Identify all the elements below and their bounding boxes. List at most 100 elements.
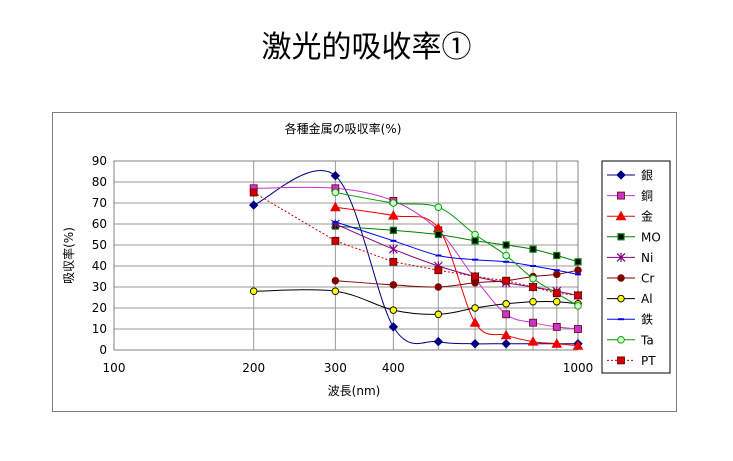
legend-item: PT xyxy=(607,354,656,368)
series-marker xyxy=(469,317,481,327)
series-marker xyxy=(434,203,443,211)
series-8 xyxy=(331,188,582,310)
plot-area xyxy=(113,160,579,351)
series-marker xyxy=(552,289,561,298)
page-title: 激光的吸收率① xyxy=(261,30,472,65)
legend-label: 金 xyxy=(641,209,653,224)
legend-label: PT xyxy=(641,354,656,368)
series-marker xyxy=(574,266,582,274)
series-line xyxy=(253,169,578,345)
series-marker xyxy=(501,338,511,349)
series-marker xyxy=(502,276,511,285)
x-tick-label: 400 xyxy=(382,361,405,375)
series-marker xyxy=(529,274,537,283)
legend-item: Al xyxy=(607,292,653,306)
series-marker xyxy=(617,191,625,200)
series-marker xyxy=(617,233,625,241)
y-axis-label: 吸収率(%) xyxy=(61,227,76,284)
legend-label: 鉄 xyxy=(641,312,653,327)
chart-title: 各種金属の吸収率(%) xyxy=(285,121,402,136)
series-9 xyxy=(249,188,582,300)
legend-box xyxy=(601,160,671,374)
series-7 xyxy=(332,220,581,276)
series-marker xyxy=(553,251,561,260)
legend-item: 鉄 xyxy=(607,312,653,327)
series-line xyxy=(335,225,579,263)
series-4 xyxy=(330,219,583,300)
series-2 xyxy=(330,201,584,350)
series-marker xyxy=(553,270,561,279)
series-marker xyxy=(331,236,340,245)
series-marker xyxy=(434,230,442,239)
y-tick-label: 60 xyxy=(92,217,107,231)
series-marker xyxy=(500,329,512,340)
series-marker xyxy=(470,338,480,349)
series-marker xyxy=(389,306,398,314)
legend-item: MO xyxy=(607,230,661,244)
chart-frame: 各種金属の吸収率(%) 0 10 20 30 40 50 60 70 80 90 100 200 30… xyxy=(52,112,677,412)
y-tick-label: 0 xyxy=(99,343,107,357)
series-marker xyxy=(389,226,397,234)
y-tick-label: 50 xyxy=(92,238,107,252)
legend-item: 金 xyxy=(607,209,653,224)
series-marker xyxy=(471,272,479,281)
series-marker xyxy=(388,210,399,220)
series-marker xyxy=(551,338,563,348)
series-marker xyxy=(616,252,626,262)
series-6 xyxy=(249,287,582,319)
legend-item: 銀 xyxy=(607,169,653,183)
legend-label: Al xyxy=(641,292,653,306)
series-marker xyxy=(331,188,340,197)
series-marker xyxy=(248,200,259,210)
x-tick-label: 100 xyxy=(103,361,126,375)
legend-label: Ta xyxy=(640,333,654,347)
series-marker xyxy=(331,276,340,285)
y-tick-label: 30 xyxy=(92,280,107,294)
series-marker xyxy=(389,199,398,207)
series-marker xyxy=(529,283,537,291)
y-tick-label: 20 xyxy=(92,301,107,315)
series-marker xyxy=(388,322,399,332)
series-marker xyxy=(388,244,398,254)
series-marker xyxy=(471,237,479,245)
series-line xyxy=(335,206,579,347)
series-marker xyxy=(434,266,443,275)
series-layer xyxy=(248,169,584,350)
chart-svg: 各種金属の吸収率(%) 0 10 20 30 40 50 60 70 80 90 100 200 30… xyxy=(61,121,671,398)
series-marker xyxy=(249,188,258,197)
series-marker xyxy=(529,318,537,327)
legend-label: 銅 xyxy=(641,189,653,203)
series-marker xyxy=(249,287,258,295)
x-tick-label: 200 xyxy=(242,361,265,375)
legend-item: Ta xyxy=(607,333,654,347)
series-marker xyxy=(616,170,626,180)
series-line xyxy=(253,192,579,296)
legend-label: MO xyxy=(641,230,661,244)
series-marker xyxy=(331,287,340,295)
series-marker xyxy=(434,310,443,319)
series-marker xyxy=(502,310,511,319)
legend-item: 銅 xyxy=(607,189,653,203)
series-marker xyxy=(433,336,444,347)
x-tick-label: 1000 xyxy=(563,361,594,375)
series-marker xyxy=(330,170,341,181)
series-marker xyxy=(615,210,627,221)
series-marker xyxy=(617,294,625,303)
series-marker xyxy=(574,291,582,300)
y-axis: 0 10 20 30 40 50 60 70 80 90 xyxy=(92,154,107,357)
y-tick-label: 80 xyxy=(92,175,107,189)
y-tick-label: 70 xyxy=(92,196,107,210)
series-marker xyxy=(502,251,510,260)
y-tick-label: 10 xyxy=(92,322,107,336)
y-tick-label: 40 xyxy=(92,259,107,273)
series-marker xyxy=(617,274,625,282)
series-marker xyxy=(574,325,582,333)
series-marker xyxy=(572,340,584,350)
legend: 銀銅金 MO Ni Cr Al 鉄 Ta PT xyxy=(601,160,671,374)
series-marker xyxy=(617,356,625,365)
x-axis-label: 波長(nm) xyxy=(328,384,381,398)
y-tick-label: 90 xyxy=(92,154,107,168)
series-marker xyxy=(553,297,561,306)
series-marker xyxy=(552,322,561,331)
x-axis: 100 200 300 400 1000 xyxy=(103,361,594,375)
